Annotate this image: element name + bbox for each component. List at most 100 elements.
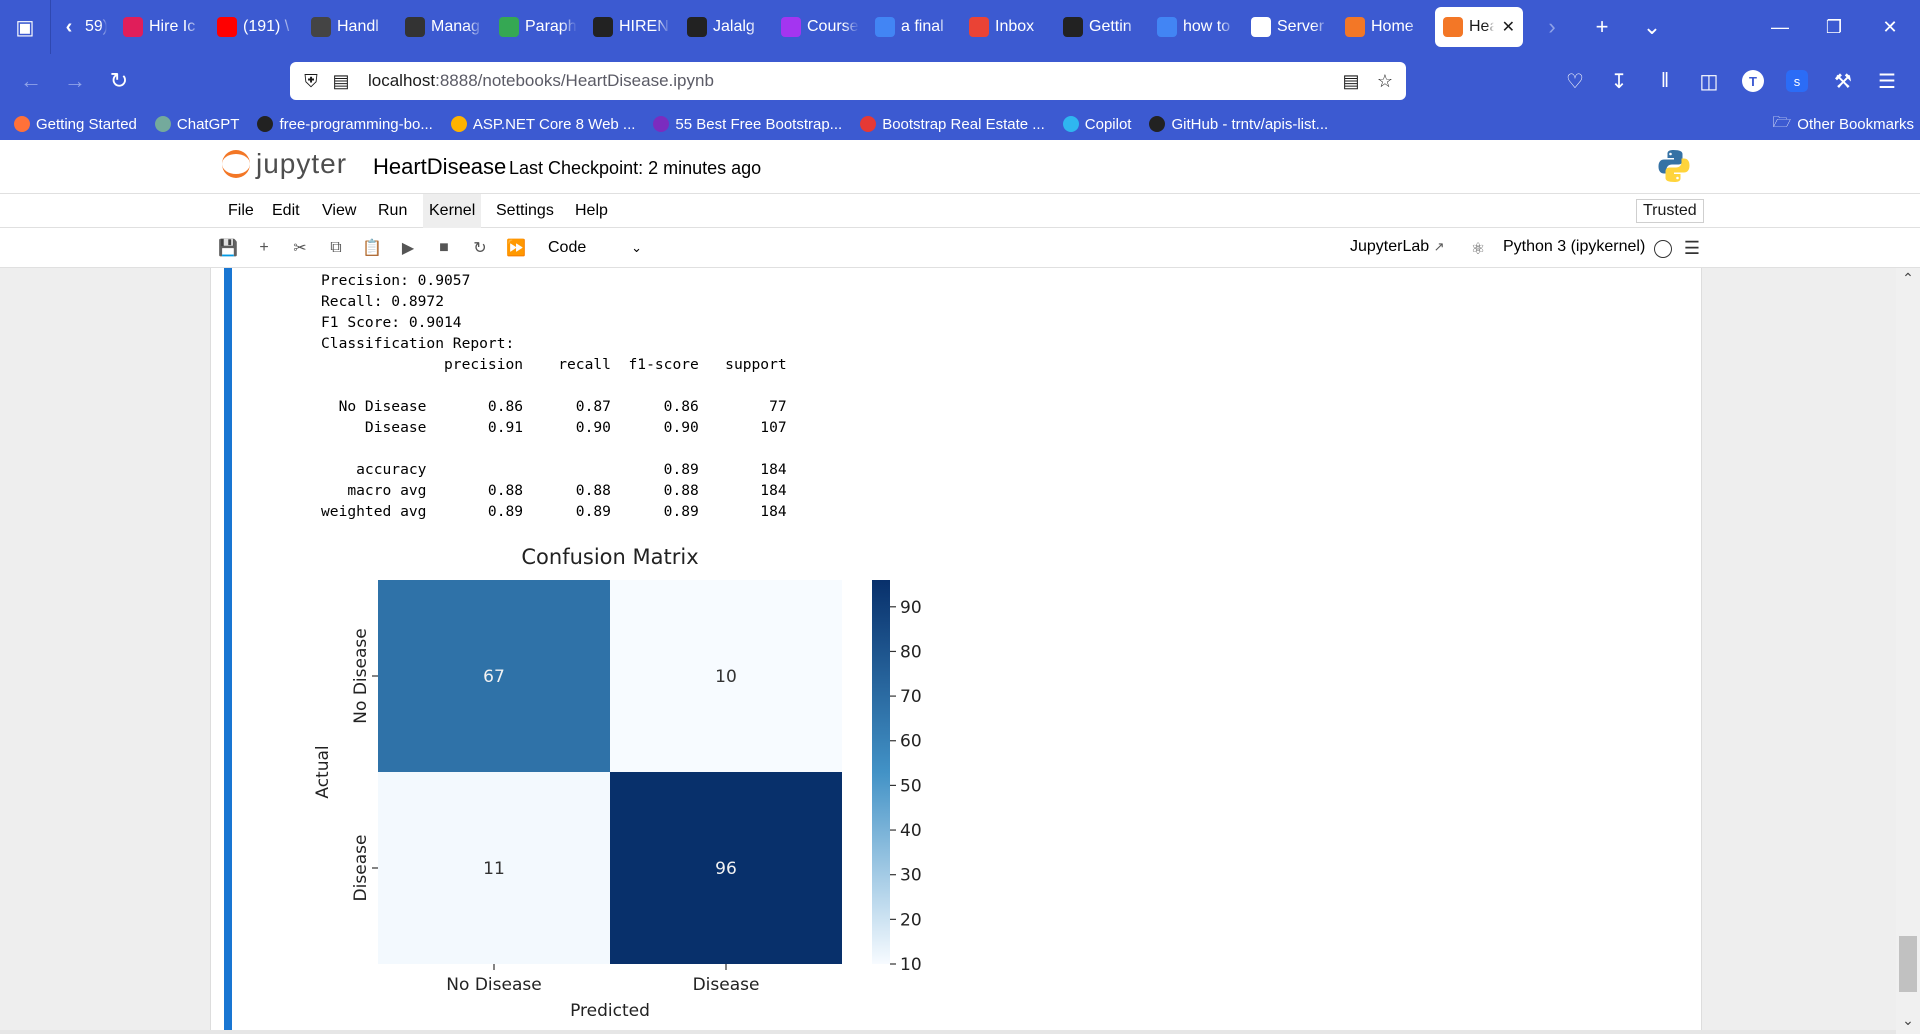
tab-title: a final bbox=[901, 18, 944, 35]
menu-run[interactable]: Run bbox=[378, 202, 408, 219]
heatmap-cell bbox=[610, 772, 842, 964]
scroll-thumb[interactable] bbox=[1899, 936, 1917, 992]
tab-3[interactable]: Handl bbox=[303, 7, 397, 47]
restart-icon[interactable]: ↻ bbox=[473, 240, 487, 257]
address-bar[interactable]: ⛨ ▤ localhost:8888/notebooks/HeartDiseas… bbox=[290, 62, 1406, 100]
tab-1[interactable]: Hire Ic bbox=[115, 7, 209, 47]
menu-file[interactable]: File bbox=[228, 202, 254, 219]
bookmark-label: 55 Best Free Bootstrap... bbox=[675, 115, 843, 133]
scroll-up-icon[interactable]: ⌃ bbox=[1902, 270, 1914, 286]
pocket-icon[interactable]: ♡ bbox=[1566, 70, 1584, 93]
shield-icon[interactable]: ⛨ bbox=[304, 70, 318, 91]
debugger-bug-icon[interactable]: ⚛ bbox=[1470, 241, 1486, 258]
reader-view-icon[interactable]: ▤ bbox=[1342, 70, 1360, 91]
url-text[interactable]: localhost:8888/notebooks/HeartDisease.ip… bbox=[368, 71, 714, 91]
bookmark-2[interactable]: free-programming-bo... bbox=[257, 115, 433, 133]
heatmap-cell-value: 11 bbox=[483, 859, 505, 879]
cell-type-select[interactable]: Code ⌄ bbox=[540, 236, 650, 260]
tab-active[interactable]: Hea ✕ bbox=[1435, 7, 1523, 47]
other-bookmarks[interactable]: 🗁 Other Bookmarks bbox=[1773, 112, 1914, 137]
menu-view[interactable]: View bbox=[322, 202, 357, 219]
tab-12[interactable]: how to bbox=[1149, 7, 1243, 47]
jupyterlab-link[interactable]: JupyterLab ↗ bbox=[1350, 238, 1445, 256]
folder-icon: 🗁 bbox=[1772, 113, 1792, 131]
bookmark-1[interactable]: ChatGPT bbox=[154, 116, 239, 133]
page-info-icon[interactable]: ▤ bbox=[332, 70, 350, 91]
output-line: precision recall f1-score support bbox=[321, 356, 787, 373]
bookmark-label: Bootstrap Real Estate ... bbox=[882, 115, 1045, 133]
tab-title: HIREN bbox=[619, 18, 669, 35]
tab-title: Jalalg bbox=[713, 18, 755, 35]
back-icon[interactable]: ← bbox=[20, 68, 42, 93]
bookmark-3[interactable]: ASP.NET Core 8 Web ... bbox=[450, 116, 635, 133]
bookmark-5[interactable]: Bootstrap Real Estate ... bbox=[860, 116, 1045, 133]
cell-selection-bar[interactable] bbox=[224, 268, 232, 1034]
menu-kernel[interactable]: Kernel bbox=[423, 194, 482, 228]
restore-icon[interactable]: ❐ bbox=[1825, 16, 1843, 37]
window-close-icon[interactable]: ✕ bbox=[1882, 16, 1898, 37]
bookmark-4[interactable]: 55 Best Free Bootstrap... bbox=[653, 116, 842, 133]
bookmark-star-icon[interactable]: ☆ bbox=[1376, 70, 1394, 91]
tab-favicon-icon bbox=[969, 17, 989, 37]
heatmap-cell-value: 67 bbox=[483, 667, 505, 687]
jupyter-logo[interactable]: jupyter bbox=[222, 148, 347, 180]
tab-6[interactable]: HIREN bbox=[585, 7, 679, 47]
tab-title: Manag bbox=[431, 18, 480, 35]
account-avatar-icon[interactable]: T bbox=[1736, 64, 1770, 98]
forward-icon[interactable]: → bbox=[64, 68, 86, 93]
x-axis-label: Predicted bbox=[570, 1001, 650, 1021]
tab-2[interactable]: (191) \ bbox=[209, 7, 303, 47]
restart-run-all-icon[interactable]: ⏩ bbox=[506, 240, 526, 257]
scroll-down-icon[interactable]: ⌄ bbox=[1902, 1012, 1914, 1028]
tab-overview-icon[interactable]: ▣ bbox=[15, 16, 35, 39]
extensions-puzzle-icon[interactable]: ⚒ bbox=[1834, 70, 1852, 93]
sidebar-icon[interactable]: ◫ bbox=[1699, 70, 1719, 93]
bookmark-6[interactable]: Copilot bbox=[1062, 116, 1131, 133]
reload-icon[interactable]: ↻ bbox=[109, 68, 129, 93]
tab-14[interactable]: Home bbox=[1337, 7, 1431, 47]
tab-list-chevron-icon[interactable]: ⌄ bbox=[1642, 14, 1662, 39]
save-icon[interactable]: 💾 bbox=[218, 240, 238, 257]
paste-icon[interactable]: 📋 bbox=[362, 240, 382, 257]
tab-title: Inbox bbox=[995, 18, 1035, 35]
trusted-indicator[interactable]: Trusted bbox=[1636, 199, 1704, 223]
new-tab-icon[interactable]: + bbox=[1595, 14, 1609, 39]
bookmark-label: free-programming-bo... bbox=[279, 115, 433, 133]
tab-7[interactable]: Jalalg bbox=[679, 7, 773, 47]
horizontal-scrollbar[interactable] bbox=[0, 1030, 1896, 1034]
menu-edit[interactable]: Edit bbox=[272, 202, 300, 219]
copy-icon[interactable]: ⧉ bbox=[330, 239, 342, 256]
run-icon[interactable]: ▶ bbox=[401, 240, 415, 257]
downloads-icon[interactable]: ↧ bbox=[1610, 70, 1628, 93]
library-icon[interactable]: ‖ bbox=[1660, 69, 1670, 92]
bookmark-7[interactable]: GitHub - trntv/apis-list... bbox=[1149, 116, 1328, 133]
cut-icon[interactable]: ✂ bbox=[293, 240, 307, 257]
menu-lines-icon[interactable]: ☰ bbox=[1683, 237, 1701, 258]
notebook-name[interactable]: HeartDisease bbox=[373, 154, 507, 179]
tab-4[interactable]: Manag bbox=[397, 7, 491, 47]
colorbar-tick-label: 30 bbox=[900, 866, 922, 886]
close-icon[interactable]: ✕ bbox=[1501, 19, 1515, 36]
tab-13[interactable]: Server bbox=[1243, 7, 1337, 47]
tab-8[interactable]: Course bbox=[773, 7, 867, 47]
menu-settings[interactable]: Settings bbox=[496, 202, 554, 219]
menu-hamburger-icon[interactable]: ☰ bbox=[1878, 70, 1896, 93]
tab-favicon-icon: ‹ bbox=[65, 15, 73, 38]
minimize-icon[interactable]: — bbox=[1771, 16, 1789, 37]
tab-title: Server bbox=[1277, 18, 1325, 35]
tab-5[interactable]: Paraph bbox=[491, 7, 585, 47]
chevron-right-icon[interactable]: › bbox=[1548, 14, 1556, 39]
tab-0[interactable]: ‹ 59) \ bbox=[51, 7, 115, 47]
tab-title: Hire Ic bbox=[149, 18, 196, 35]
bookmark-favicon-icon bbox=[1149, 116, 1166, 132]
tab-11[interactable]: Gettin bbox=[1055, 7, 1149, 47]
tab-9[interactable]: a final bbox=[867, 7, 961, 47]
extension-icon[interactable]: s bbox=[1780, 64, 1814, 98]
menu-help[interactable]: Help bbox=[575, 202, 608, 219]
kernel-name[interactable]: Python 3 (ipykernel) bbox=[1503, 238, 1646, 255]
stop-icon[interactable]: ■ bbox=[439, 239, 449, 256]
vertical-scrollbar[interactable] bbox=[1896, 268, 1920, 1034]
bookmark-0[interactable]: Getting Started bbox=[14, 116, 137, 133]
insert-cell-icon[interactable]: + bbox=[259, 239, 269, 256]
tab-10[interactable]: Inbox bbox=[961, 7, 1055, 47]
